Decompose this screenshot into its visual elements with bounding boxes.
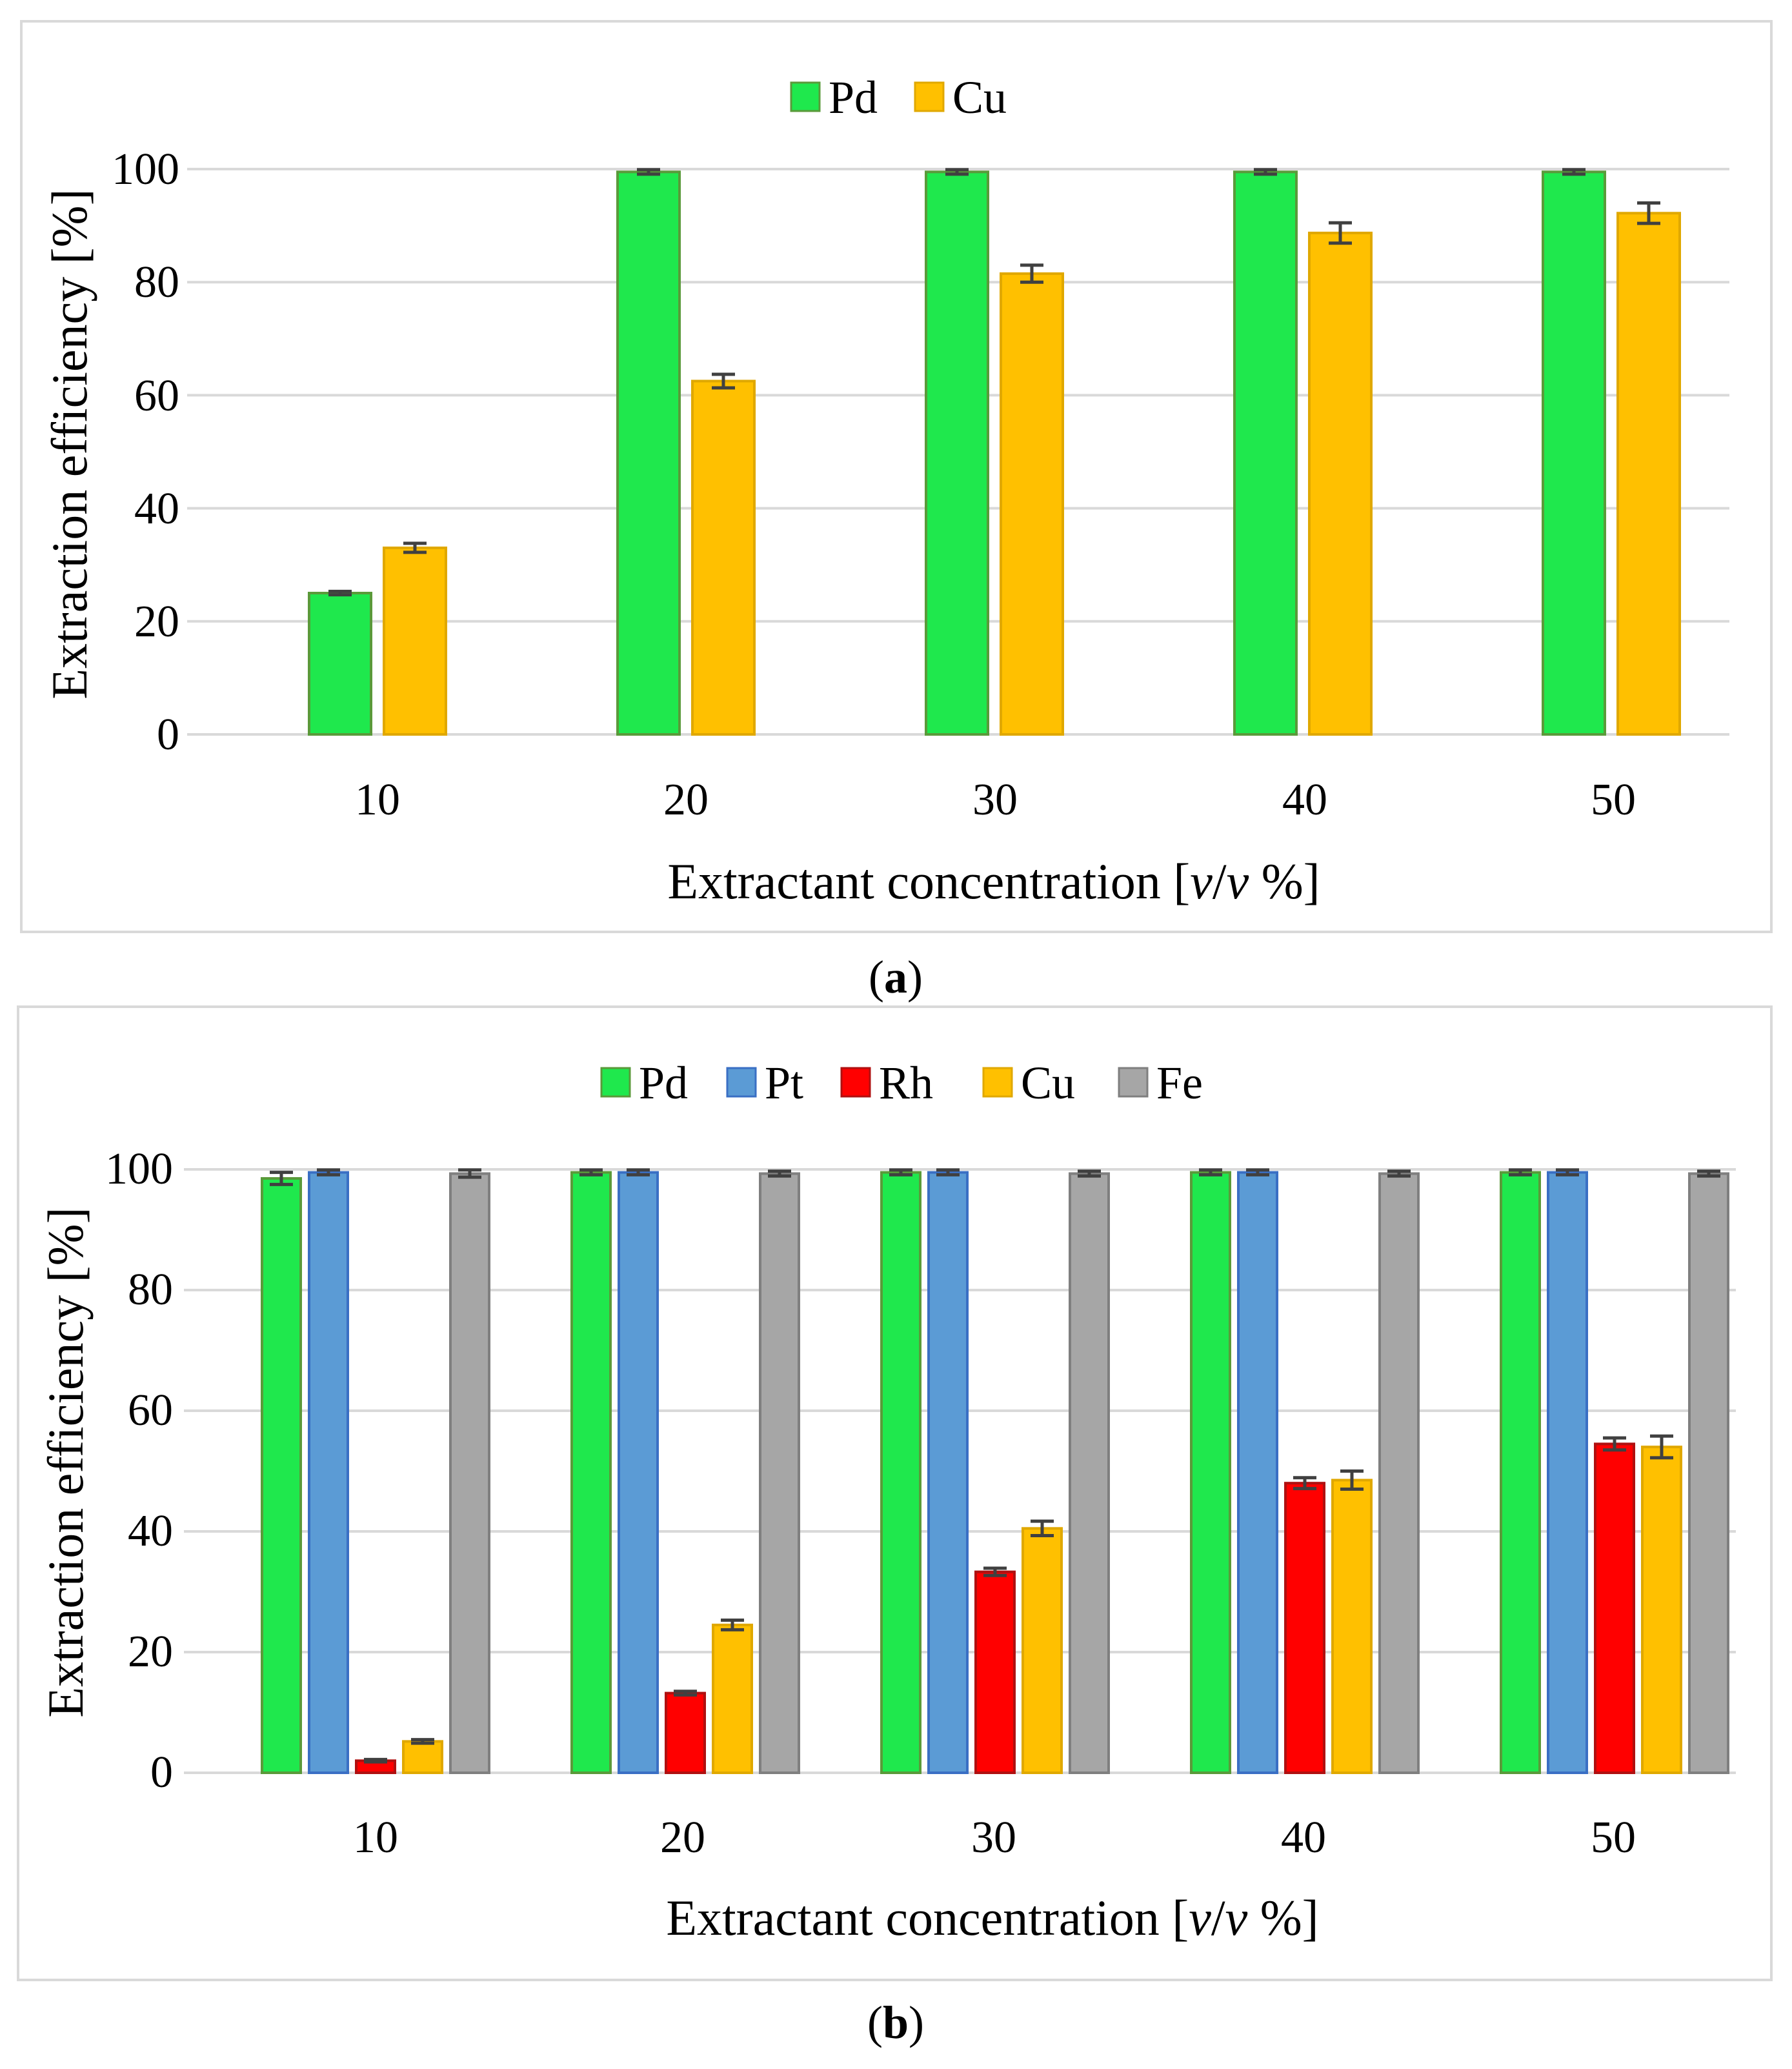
chart-a-xtick: 40 [1282,775,1327,825]
legend-label-rh: Rh [879,1057,933,1109]
chart-a-bar-pd-10 [308,592,372,736]
chart-a-bar-pd-40 [1233,170,1298,736]
chart-b-xtick: 20 [660,1813,705,1862]
chart-b-errorbars [270,1168,1720,1764]
chart-b-bar-cu-50 [1641,1446,1682,1775]
legend-label-pt: Pt [765,1057,803,1109]
chart-a-bar-pd-30 [925,170,989,736]
chart-b-bars [261,1171,1729,1775]
chart-b-xtick: 40 [1281,1813,1326,1862]
chart-b-bar-rh-20 [665,1691,706,1775]
chart-b-xticks: 10 20 30 40 50 [353,1813,1636,1862]
chart-b-yticks: 0 20 40 60 80 100 [105,1144,173,1797]
chart-b-bar-pt-20 [618,1171,659,1775]
chart-a-ylabel: Extraction efficiency [%] [41,188,97,699]
chart-b-bar-rh-40 [1284,1482,1325,1774]
chart-b-bar-fe-50 [1688,1172,1729,1775]
chart-b-bar-fe-40 [1378,1172,1420,1775]
chart-b-bar-pt-50 [1547,1171,1588,1775]
chart-a-ytick: 60 [134,371,179,421]
legend-swatch-rh [840,1067,871,1098]
chart-a-bar-cu-20 [691,379,756,736]
chart-b-ylabel: Extraction efficiency [%] [37,1207,94,1717]
chart-b: 0 20 40 60 80 100 10 20 30 40 50 Extract… [17,1005,1773,2048]
chart-a-ytick: 20 [134,597,179,647]
chart-a-bar-cu-50 [1616,212,1681,736]
chart-b-xlabel: Extractant concentration [v/v %] [666,1890,1318,1946]
chart-b-ytick: 100 [105,1144,173,1194]
chart-b-bar-pt-40 [1237,1171,1278,1775]
chart-a-xtick: 30 [972,775,1018,825]
chart-b-bar-cu-40 [1331,1479,1373,1774]
chart-a-caption: (a) [869,951,923,1003]
chart-a-legend: Pd Cu [790,72,1007,123]
legend-label-fe: Fe [1156,1057,1203,1109]
chart-b-ytick: 80 [128,1265,173,1315]
chart-b-bar-pt-30 [927,1171,969,1775]
chart-a-ytick: 80 [134,257,179,307]
legend-swatch-pt [726,1067,757,1098]
chart-b-bar-rh-50 [1594,1442,1635,1775]
chart-b-xtick: 10 [353,1813,398,1862]
chart-a-errorbars [328,168,1660,597]
legend-swatch-cu [914,81,945,112]
chart-a-xticks: 10 20 30 40 50 [355,775,1636,825]
legend-label-pd: Pd [639,1057,688,1109]
chart-b-bar-pd-30 [880,1171,921,1775]
chart-b-bar-cu-10 [402,1740,443,1774]
chart-b-bar-pd-40 [1190,1171,1231,1775]
chart-b-bar-pd-50 [1500,1171,1541,1775]
chart-a-bar-pd-20 [616,170,681,736]
legend-label-pd: Pd [829,72,878,123]
chart-b-xtick: 50 [1591,1813,1636,1862]
chart-a-bar-cu-10 [383,546,447,736]
chart-a-bar-cu-40 [1308,231,1373,736]
chart-a-bar-pd-50 [1542,170,1606,736]
chart-a: 0 20 40 60 80 100 10 20 30 40 50 Extract… [20,20,1773,1003]
chart-b-bar-pt-10 [308,1171,349,1775]
chart-a-ytick: 40 [134,484,179,534]
chart-b-bar-pd-10 [261,1177,302,1774]
chart-b-bar-fe-20 [759,1172,800,1775]
chart-b-bar-fe-10 [449,1172,490,1775]
chart-a-xtick: 50 [1591,775,1636,825]
chart-b-ytick: 20 [128,1627,173,1677]
legend-label-cu: Cu [952,72,1007,123]
chart-b-bar-cu-30 [1022,1527,1063,1774]
chart-b-bar-pd-20 [570,1171,612,1775]
chart-b-ytick: 60 [128,1386,173,1435]
chart-a-yticks: 0 20 40 60 80 100 [112,145,179,760]
legend-swatch-pd [600,1067,631,1098]
legend-swatch-pd [790,81,821,112]
chart-a-xtick: 10 [355,775,400,825]
chart-a-ytick: 100 [112,145,179,194]
chart-b-ytick: 0 [150,1748,173,1797]
chart-a-frame [20,20,1773,933]
chart-b-legend: Pd Pt Rh Cu Fe [600,1057,1203,1109]
chart-a-xtick: 20 [663,775,709,825]
chart-b-ytick: 40 [128,1506,173,1556]
chart-b-bar-fe-30 [1069,1172,1110,1775]
chart-a-xlabel: Extractant concentration [v/v %] [667,853,1320,909]
legend-swatch-cu [982,1067,1013,1098]
chart-b-xtick: 30 [971,1813,1016,1862]
chart-b-bar-cu-20 [712,1623,753,1775]
legend-label-cu: Cu [1021,1057,1075,1109]
chart-b-bar-rh-30 [974,1570,1016,1775]
legend-swatch-fe [1118,1067,1149,1098]
chart-a-bar-cu-30 [1000,272,1064,736]
chart-b-caption: (b) [867,1997,924,2048]
chart-a-ytick: 0 [157,710,179,760]
